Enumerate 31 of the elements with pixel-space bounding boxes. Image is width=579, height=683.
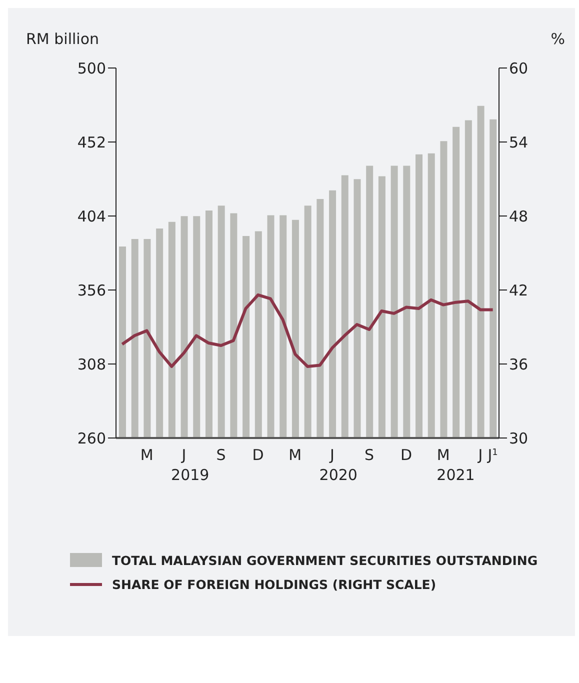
y2-tick-label: 42	[509, 281, 528, 300]
x-tick-label: S	[216, 446, 226, 464]
x-tick-label: M	[436, 446, 450, 464]
y-tick-label: 404	[77, 207, 106, 226]
y2-tick-label: 54	[509, 133, 528, 152]
x-tick-label: S	[364, 446, 374, 464]
y2-tick-label: 48	[509, 207, 528, 226]
x-tick-label: J	[180, 446, 186, 464]
y-tick-label: 260	[77, 429, 106, 448]
y2-tick-label: 36	[509, 355, 528, 374]
y-tick-label: 500	[77, 59, 106, 78]
x-tick-label: J	[477, 446, 483, 464]
x-tick-label: J$^{1}$	[486, 446, 498, 464]
x-tick-label: J	[328, 446, 334, 464]
y-axis-title: RM billion	[26, 30, 100, 48]
y-tick-label: 452	[77, 133, 106, 152]
y2-axis-title: %	[550, 30, 565, 48]
x-tick-label: M	[288, 446, 302, 464]
x-tick-label: D	[252, 446, 264, 464]
text: 2021	[436, 466, 476, 484]
x-tick-label: D	[400, 446, 412, 464]
legend-label: SHARE OF FOREIGN HOLDINGS (RIGHT SCALE)	[112, 576, 436, 592]
legend-label: TOTAL MALAYSIAN GOVERNMENT SECURITIES OUTSTANDING	[112, 552, 538, 568]
x-tick-label: M	[140, 446, 154, 464]
text: 2020	[318, 466, 358, 484]
text: 2019	[170, 466, 210, 484]
y2-tick-label: 30	[509, 429, 528, 448]
y-tick-label: 356	[77, 281, 106, 300]
y2-tick-label: 60	[509, 59, 528, 78]
line-series	[120, 293, 494, 368]
y-tick-label: 308	[77, 355, 106, 374]
